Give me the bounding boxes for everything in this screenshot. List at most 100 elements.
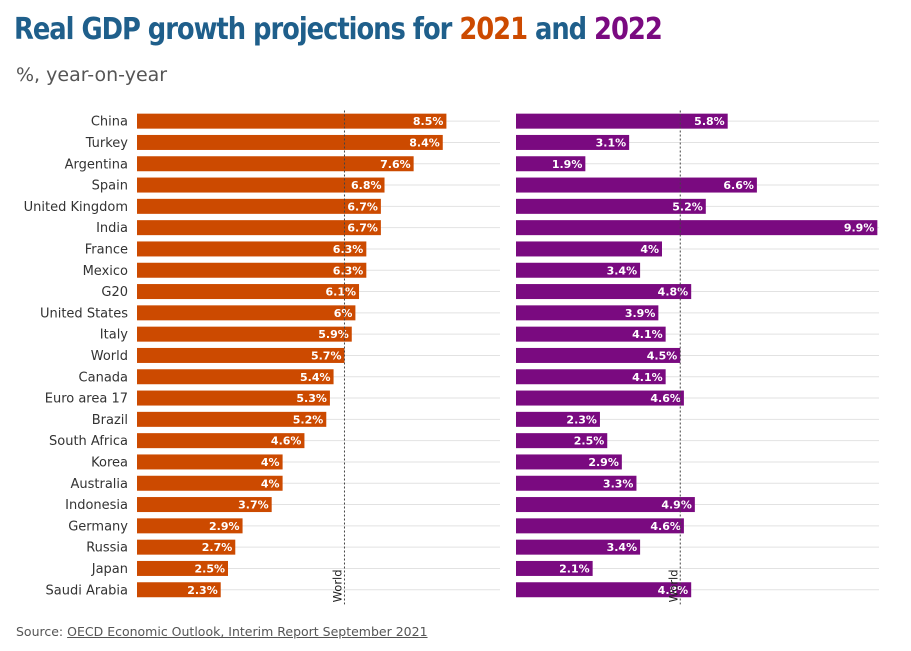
bar-2022 (516, 390, 684, 406)
bar-2022 (516, 284, 692, 300)
bar-2022 (516, 560, 593, 576)
title-prefix: Real GDP growth projections for (14, 12, 460, 47)
bar-2022 (516, 497, 695, 513)
bar-2022 (516, 113, 728, 129)
bar-2021 (137, 518, 243, 534)
data-label: 3.3% (603, 477, 634, 490)
category-label: Indonesia (65, 498, 128, 513)
data-label: 4.5% (647, 349, 678, 362)
source-note: Source: OECD Economic Outlook, Interim R… (16, 624, 428, 639)
bar-2022 (516, 475, 637, 491)
category-label: India (96, 221, 128, 236)
category-label: Korea (91, 455, 128, 470)
data-label: 6.3% (333, 264, 364, 277)
bar-2021 (137, 454, 283, 470)
bar-2022 (516, 539, 641, 555)
bar-2021 (137, 220, 381, 236)
bar-2021 (137, 582, 221, 598)
bar-chart: China Turkey Argentina Spain United Kingdom I… (24, 110, 879, 605)
category-label: Germany (68, 519, 128, 534)
data-label: 2.3% (566, 413, 597, 426)
bar-2022 (516, 369, 666, 385)
data-label: 5.7% (311, 349, 342, 362)
source-link[interactable]: OECD Economic Outlook, Interim Report Se… (67, 624, 428, 639)
bar-2022 (516, 326, 666, 342)
bar-2021 (137, 347, 345, 363)
data-label: 4% (261, 477, 280, 490)
data-label: 6.3% (333, 243, 364, 256)
data-label: 6% (334, 307, 353, 320)
world-reference-label: World (330, 569, 344, 602)
data-label: 5.8% (694, 115, 725, 128)
chart-title: Real GDP growth projections for 2021 and… (14, 12, 663, 47)
data-label: 2.9% (588, 456, 619, 469)
bar-2022 (516, 582, 692, 598)
bar-2021 (137, 475, 283, 491)
category-label: Turkey (85, 136, 129, 151)
data-label: 9.9% (844, 222, 875, 235)
data-label: 6.7% (347, 200, 378, 213)
bar-2021 (137, 134, 443, 150)
bar-2022 (516, 134, 630, 150)
data-label: 6.7% (347, 222, 378, 235)
bar-2022 (516, 220, 878, 236)
data-label: 3.7% (238, 499, 269, 512)
data-label: 2.5% (574, 435, 605, 448)
category-label: Italy (100, 328, 129, 343)
data-label: 4.6% (650, 392, 681, 405)
category-label: China (91, 115, 128, 130)
data-label: 8.4% (409, 136, 440, 149)
title-middle: and (527, 12, 595, 47)
bar-2022 (516, 305, 659, 321)
bar-2022 (516, 433, 608, 449)
bar-2022 (516, 198, 706, 214)
bar-2021 (137, 241, 367, 257)
data-label: 4.1% (632, 371, 663, 384)
title-year-2021: 2021 (459, 12, 528, 47)
bar-2021 (137, 411, 327, 427)
bar-2021 (137, 198, 381, 214)
bar-2021 (137, 433, 305, 449)
chart-subtitle: %, year-on-year (16, 64, 168, 86)
bar-2021 (137, 305, 356, 321)
data-label: 4.8% (658, 286, 689, 299)
data-label: 4.6% (650, 520, 681, 533)
data-label: 5.2% (293, 413, 324, 426)
bar-2022 (516, 156, 586, 172)
data-label: 6.8% (351, 179, 382, 192)
data-label: 2.1% (559, 562, 590, 575)
category-label: Euro area 17 (45, 392, 128, 407)
category-label: Russia (86, 541, 128, 556)
bar-2022 (516, 177, 757, 193)
bar-2021 (137, 284, 360, 300)
data-label: 4.1% (632, 328, 663, 341)
data-label: 5.9% (318, 328, 349, 341)
bar-2021 (137, 262, 367, 278)
bar-2021 (137, 390, 330, 406)
bar-2021 (137, 560, 228, 576)
bar-2021 (137, 539, 236, 555)
data-label: 2.9% (209, 520, 240, 533)
data-label: 5.4% (300, 371, 331, 384)
data-label: 6.1% (326, 286, 357, 299)
data-label: 1.9% (552, 158, 583, 171)
data-label: 3.4% (607, 541, 638, 554)
bar-2021 (137, 156, 414, 172)
category-label: G20 (101, 285, 128, 300)
data-label: 7.6% (380, 158, 411, 171)
data-label: 3.1% (596, 136, 627, 149)
data-label: 5.2% (672, 200, 703, 213)
category-label: Argentina (65, 157, 128, 172)
data-label: 2.7% (202, 541, 233, 554)
data-label: 4.9% (661, 499, 692, 512)
category-label: Japan (91, 562, 128, 577)
source-prefix: Source: (16, 624, 68, 639)
category-label: World (91, 349, 128, 364)
bar-2022 (516, 518, 684, 534)
category-label: United States (40, 306, 128, 321)
bar-2021 (137, 177, 385, 193)
data-label: 8.5% (413, 115, 444, 128)
title-year-2022: 2022 (594, 12, 663, 47)
bar-2022 (516, 347, 681, 363)
data-label: 3.4% (607, 264, 638, 277)
